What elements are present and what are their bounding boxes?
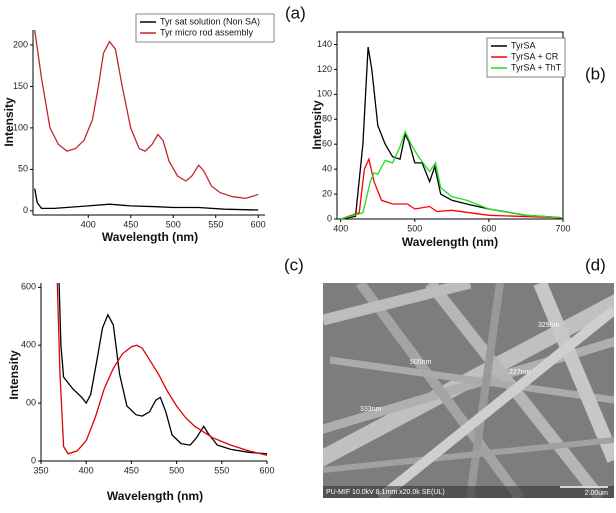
series-line [34, 29, 259, 200]
y-tick-label: 20 [322, 188, 332, 198]
sem-annotation: 505nm [410, 359, 432, 366]
x-tick-label: 550 [214, 465, 229, 475]
x-tick-label: 450 [123, 219, 138, 229]
panel-label: (b) [585, 64, 606, 83]
legend-box [135, 13, 275, 43]
y-axis-title: Intensity [7, 350, 21, 400]
y-tick-label: 120 [317, 64, 332, 74]
y-tick-label: 0 [31, 455, 36, 465]
legend-label: TyrSA + ThT [511, 62, 562, 72]
y-tick-label: 140 [317, 39, 332, 49]
sem-annotation: 329nm [538, 322, 560, 329]
x-tick-label: 550 [208, 219, 223, 229]
legend-label: Tyr sat solution (Non SA) [160, 16, 260, 26]
y-axis-title: Intensity [310, 100, 324, 150]
sem-scale: 2.00um [585, 490, 609, 497]
x-tick-label: 500 [169, 465, 184, 475]
sem-annotation: 227nm [509, 369, 531, 376]
x-tick-label: 400 [333, 223, 348, 233]
x-tick-label: 600 [251, 219, 266, 229]
x-tick-label: 450 [124, 465, 139, 475]
x-tick-label: 600 [481, 223, 496, 233]
y-tick-label: 0 [327, 213, 332, 223]
x-tick-label: 500 [166, 219, 181, 229]
y-tick-label: 00 [26, 397, 36, 407]
y-tick-label: 40 [322, 164, 332, 174]
panel-label: (c) [284, 255, 304, 274]
sem-annotation: 333nm [360, 406, 382, 413]
x-tick-label: 400 [81, 219, 96, 229]
x-tick-label: 600 [259, 465, 274, 475]
sem-image [323, 283, 614, 498]
y-tick-label: 100 [13, 122, 28, 132]
x-axis-title: Wavelength (nm) [107, 489, 203, 503]
series-line [340, 129, 564, 220]
y-tick-label: 0 [23, 205, 28, 215]
legend-label: TyrSA + CR [511, 51, 559, 61]
y-tick-label: 600 [21, 282, 36, 292]
series-line [58, 282, 268, 455]
y-tick-label: 80 [322, 114, 332, 124]
x-tick-label: 500 [407, 223, 422, 233]
series-line [340, 46, 564, 220]
series-line [340, 157, 564, 220]
x-axis-title: Wavelength (nm) [102, 230, 198, 244]
y-tick-label: 400 [21, 340, 36, 350]
panel-label: (a) [285, 3, 306, 22]
panel-label: (d) [585, 255, 606, 274]
series-line [56, 282, 268, 456]
x-tick-label: 350 [33, 465, 48, 475]
y-tick-label: 50 [18, 164, 28, 174]
y-tick-label: 60 [322, 139, 332, 149]
y-tick-label: 200 [13, 39, 28, 49]
y-tick-label: 100 [317, 89, 332, 99]
legend-label: TyrSA [511, 40, 536, 50]
legend-label: Tyr micro rod assembly [160, 27, 254, 37]
sem-info: PU-MIF 10.0kV 8.1mm x20.0k SE(UL) [326, 489, 445, 496]
x-tick-label: 700 [555, 223, 570, 233]
series-line [34, 188, 259, 211]
x-tick-label: 400 [79, 465, 94, 475]
y-axis-title: Intensity [2, 97, 16, 147]
y-tick-label: 150 [13, 81, 28, 91]
x-axis-title: Wavelength (nm) [402, 235, 498, 249]
plot-frame [336, 31, 564, 220]
